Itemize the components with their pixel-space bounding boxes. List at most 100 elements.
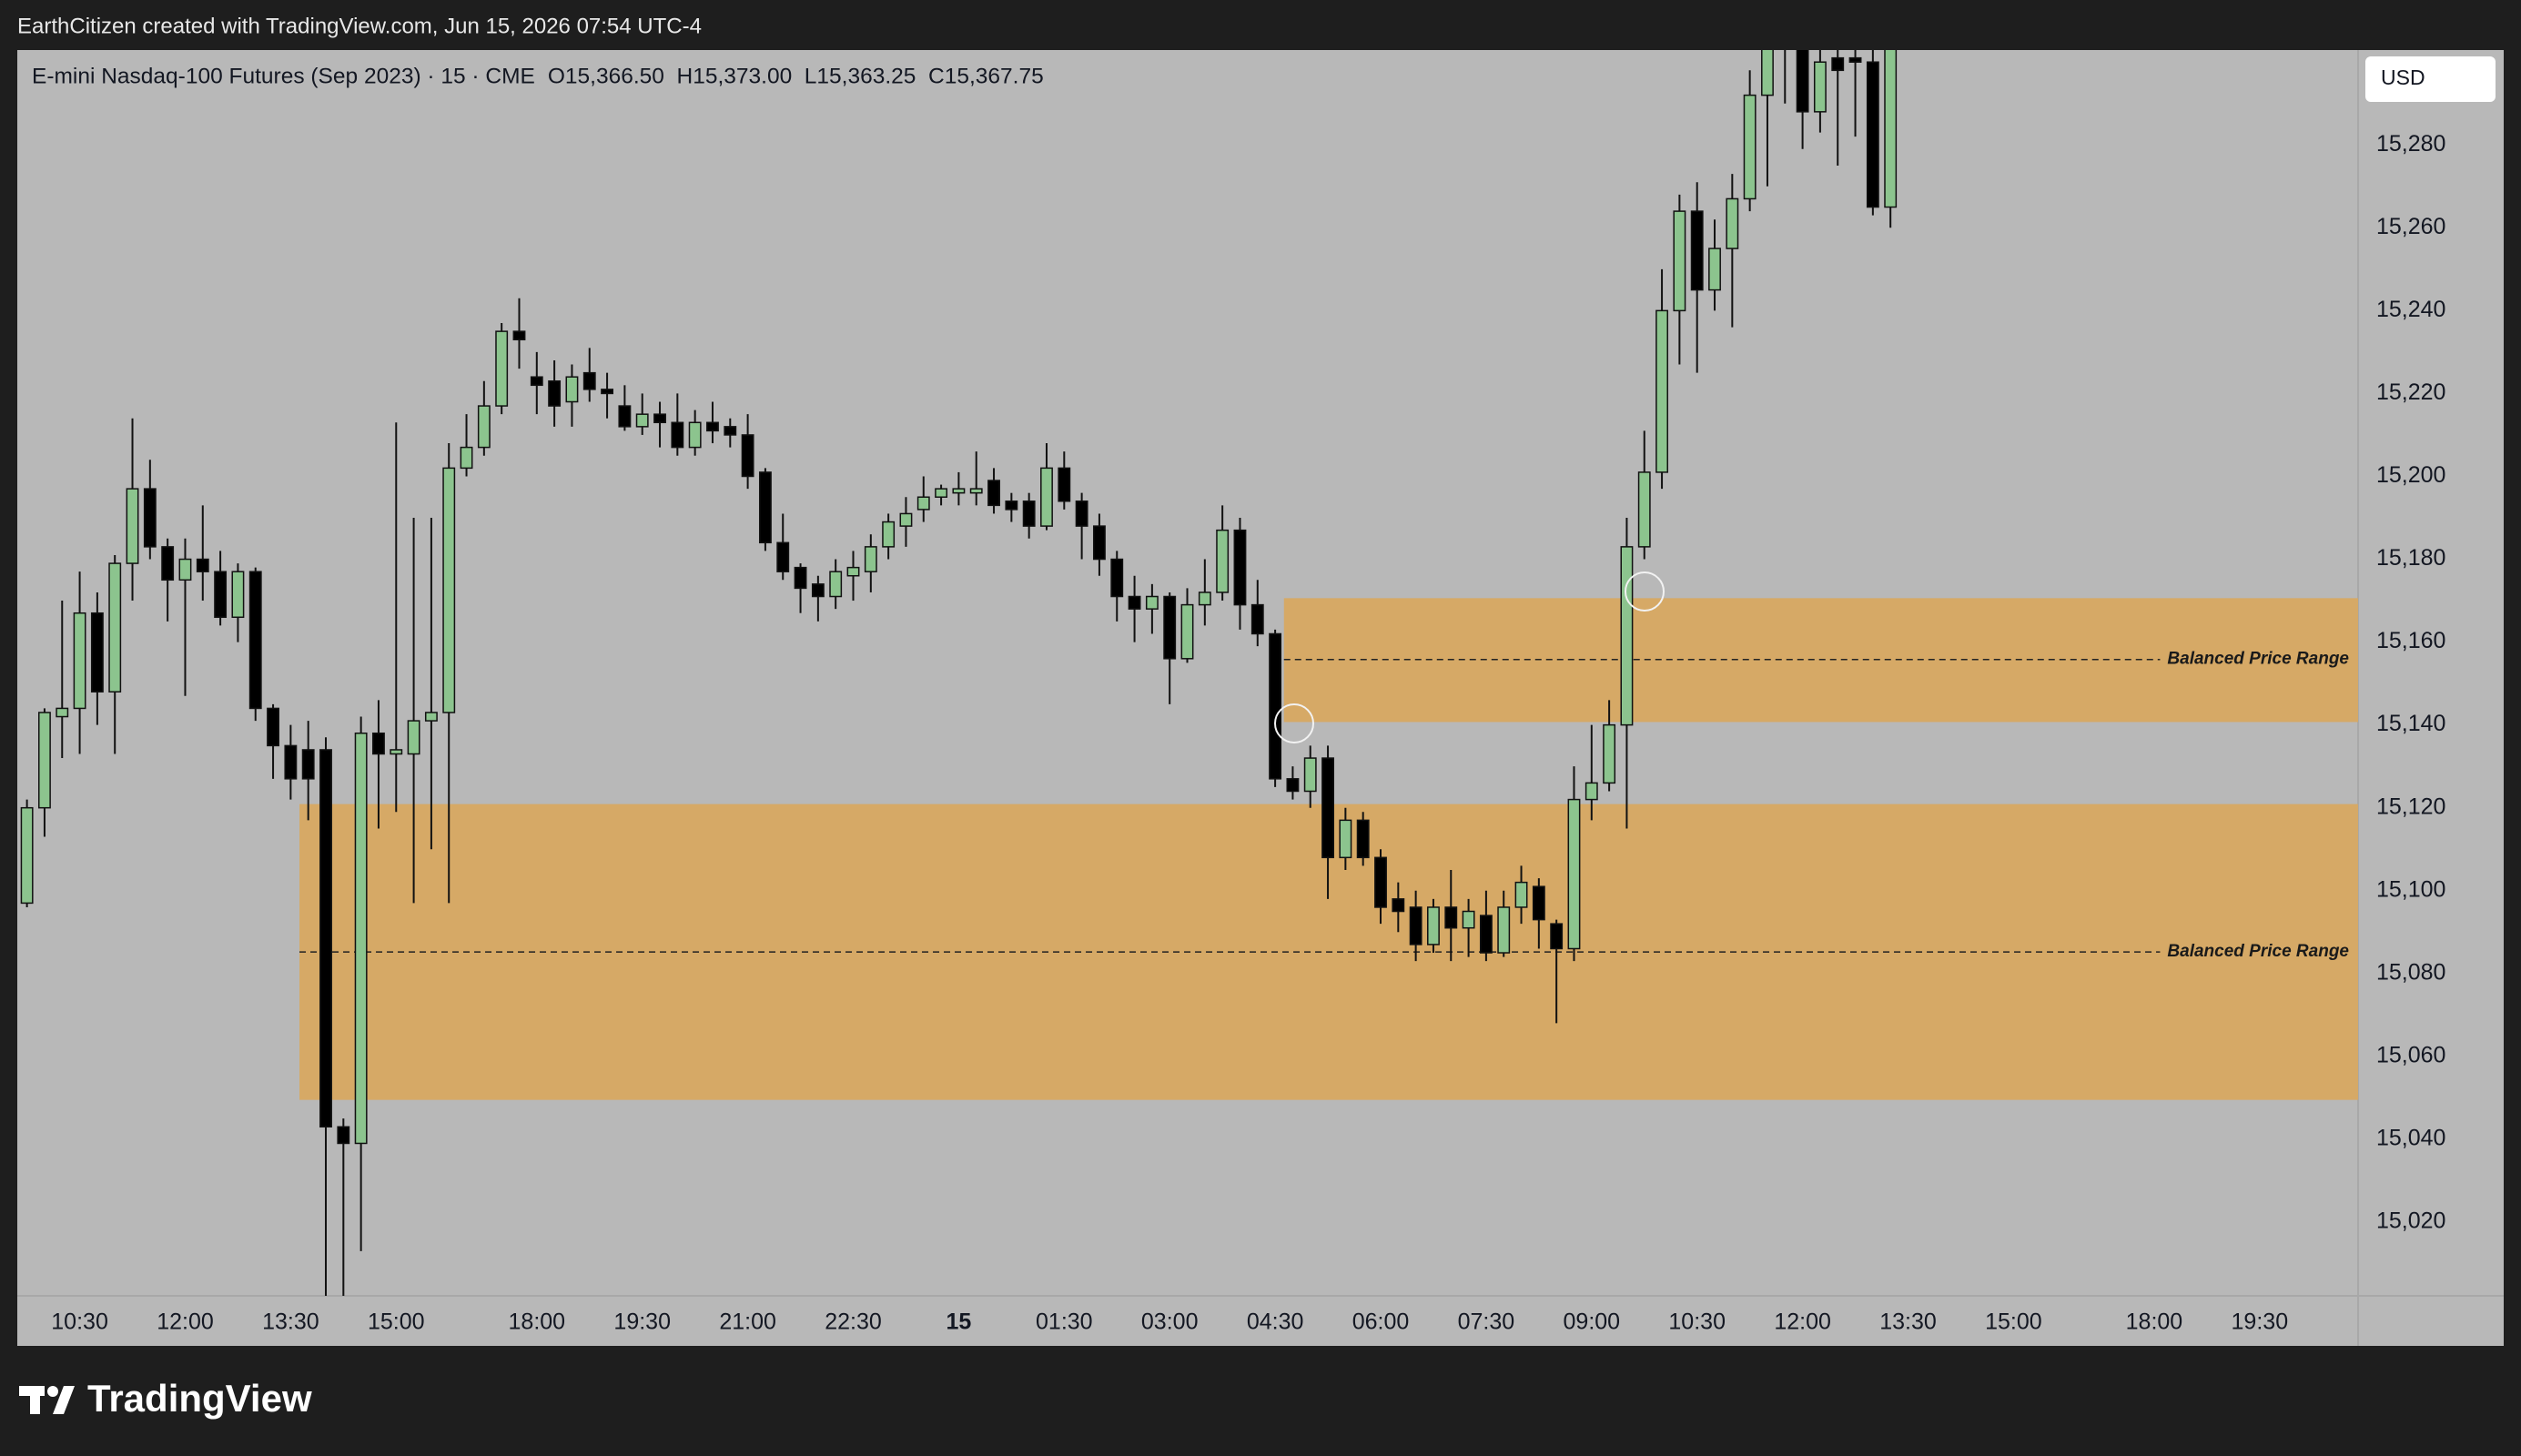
candle-body: [1110, 558, 1124, 598]
candle-body: [38, 712, 51, 809]
marker: [1274, 703, 1314, 743]
candle-body: [758, 471, 772, 544]
candle-body: [1058, 467, 1071, 502]
logo: [19, 1386, 75, 1414]
candle-body: [1321, 757, 1334, 859]
x-tick-label: 18:00: [2126, 1309, 2183, 1335]
candle-body: [56, 707, 69, 718]
x-tick-label: 19:30: [613, 1309, 671, 1335]
candle-body: [706, 421, 719, 432]
candle-body: [1813, 61, 1827, 113]
candle-body: [1040, 467, 1053, 527]
candle-body: [1479, 915, 1493, 954]
candle-body: [196, 558, 209, 572]
candle-body: [618, 405, 632, 428]
candle-body: [1269, 632, 1282, 780]
candle-body: [653, 413, 666, 424]
x-tick-label: 22:30: [825, 1309, 882, 1335]
candle-body: [969, 488, 983, 494]
candle-body: [319, 749, 332, 1127]
candle-body: [1233, 529, 1247, 606]
candle-body: [935, 488, 948, 498]
candle-body: [1356, 819, 1370, 859]
candle-body: [1726, 197, 1739, 249]
candle-body: [284, 744, 298, 780]
candle-body: [143, 488, 157, 548]
candle-body: [1216, 529, 1230, 593]
candle-body: [530, 376, 543, 387]
candle-body: [108, 562, 122, 693]
candle-body: [1884, 50, 1898, 208]
candle-body: [126, 488, 139, 564]
candle-body: [1250, 603, 1264, 635]
candle-body: [1848, 56, 1862, 63]
candle-body: [1339, 819, 1352, 859]
header-text: EarthCitizen created with TradingView.co…: [17, 14, 702, 38]
candle-body: [1708, 248, 1721, 291]
candle-body: [1550, 923, 1564, 950]
y-tick-label: 15,220: [2376, 379, 2445, 405]
candle-body: [1690, 210, 1704, 291]
candle-body: [741, 434, 754, 478]
candle-body: [20, 806, 34, 905]
chart-title: E-mini Nasdaq-100 Futures (Sep 2023) · 1…: [32, 64, 535, 88]
candle-body: [1409, 906, 1422, 945]
candle-body: [1743, 94, 1757, 200]
candle-body: [90, 612, 104, 693]
candle-body: [73, 612, 86, 710]
overlay: [1274, 571, 1665, 743]
candle-body: [1584, 782, 1598, 801]
currency-box[interactable]: [2365, 56, 2496, 102]
candle-body: [1180, 603, 1194, 660]
candle-body: [214, 571, 228, 619]
currency[interactable]: USD: [2381, 66, 2425, 89]
candle-body: [1514, 881, 1528, 908]
candle-body: [864, 546, 877, 572]
y-tick-label: 15,080: [2376, 959, 2445, 985]
candle-body: [1163, 595, 1177, 660]
candle-body: [1866, 61, 1879, 208]
candle-body: [1831, 56, 1845, 72]
y-tick-label: 15,060: [2376, 1042, 2445, 1067]
candle-body: [671, 421, 684, 449]
candle-body: [231, 571, 245, 619]
x-tick-label: 07:30: [1458, 1309, 1515, 1335]
zone-label: Balanced Price Range: [2167, 942, 2349, 961]
x-tick-label: 13:30: [1879, 1309, 1937, 1335]
candle-body: [161, 546, 175, 581]
x-tick-label: 06:00: [1352, 1309, 1410, 1335]
candle-body: [1374, 856, 1387, 908]
x-tick-label: 15:00: [1985, 1309, 2042, 1335]
candle-body: [601, 389, 614, 395]
x-tick-label: 03:00: [1141, 1309, 1199, 1335]
y-tick-label: 15,100: [2376, 876, 2445, 902]
x-tick-label: 12:00: [1774, 1309, 1831, 1335]
candle-body: [477, 405, 491, 449]
ohlc-legend: O15,366.50 H15,373.00 L15,363.25 C15,367…: [548, 64, 1044, 88]
candle-body: [1637, 471, 1651, 548]
candle-body: [829, 571, 843, 598]
marker: [1625, 571, 1665, 612]
candle-body: [301, 749, 315, 780]
candle-body: [1567, 798, 1581, 950]
x-tick-label: 21:00: [719, 1309, 776, 1335]
candle-body: [267, 707, 279, 747]
candle-body: [1462, 910, 1475, 929]
x-tick-label: 15:00: [368, 1309, 425, 1335]
brand: TradingView: [87, 1377, 312, 1420]
candle-body: [1145, 595, 1159, 610]
candle-body: [248, 571, 262, 710]
y-tick-label: 15,160: [2376, 628, 2445, 653]
candle-body: [1444, 906, 1458, 929]
candle-body: [1075, 500, 1088, 527]
candle-body: [390, 749, 403, 755]
zone-label: Balanced Price Range: [2167, 650, 2349, 669]
y-tick-label: 15,260: [2376, 214, 2445, 239]
candle-body: [372, 732, 385, 755]
candle-body: [811, 583, 825, 598]
candle-body: [1022, 500, 1036, 527]
candle-body: [1655, 309, 1668, 473]
candle-body: [460, 446, 473, 470]
candle-body: [1392, 898, 1405, 913]
